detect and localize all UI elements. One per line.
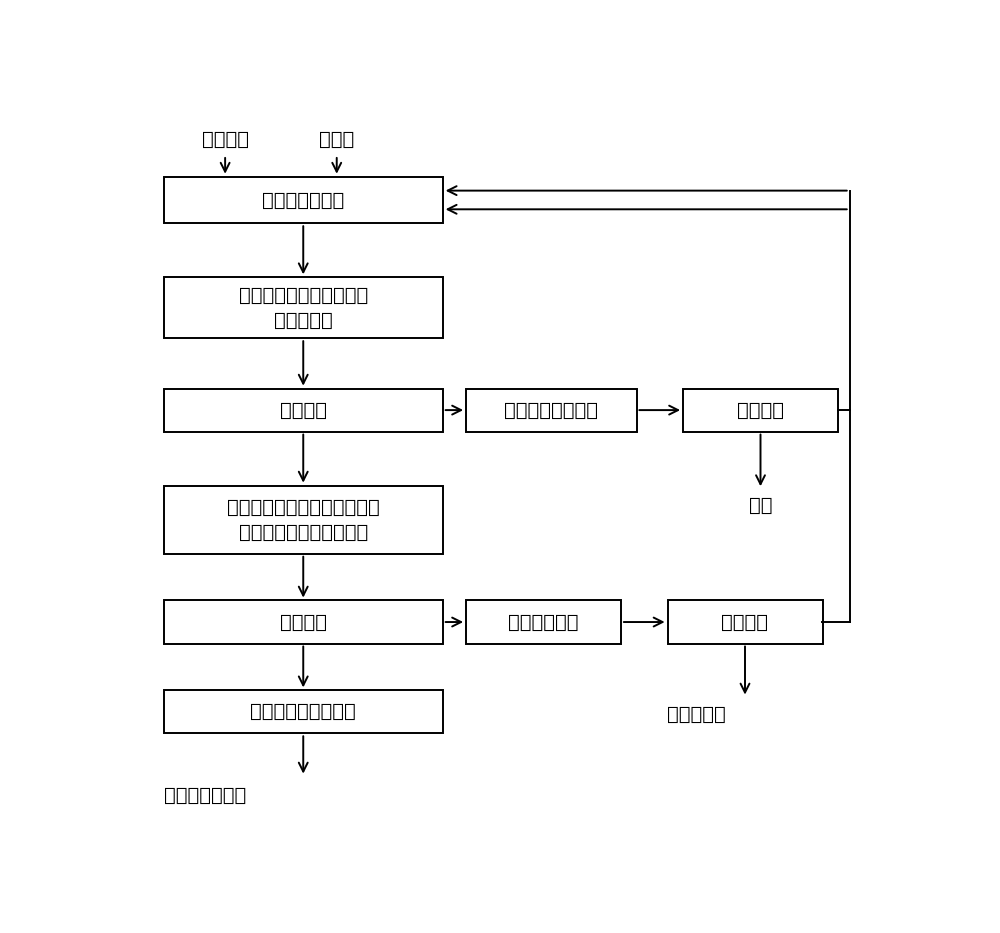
Bar: [164, 176, 443, 223]
Text: 固液分离: 固液分离: [280, 613, 327, 632]
Text: 液体组分沉淀: 液体组分沉淀: [508, 613, 579, 632]
Text: 铬酸酐晶体颗粒: 铬酸酐晶体颗粒: [164, 787, 246, 805]
Bar: [164, 485, 443, 554]
Text: 固液分离: 固液分离: [280, 400, 327, 420]
Text: 调整浓度后，蒸发结晶得
到蒸发组分: 调整浓度后，蒸发结晶得 到蒸发组分: [239, 285, 368, 329]
Bar: [164, 277, 443, 339]
Text: 反应得到反应液: 反应得到反应液: [262, 190, 344, 210]
Text: 固液分离: 固液分离: [737, 400, 784, 420]
Bar: [466, 388, 637, 432]
Text: 钠盐: 钠盐: [749, 496, 772, 515]
Text: 固体组分洗涤、烘干: 固体组分洗涤、烘干: [250, 703, 356, 721]
Bar: [164, 388, 443, 432]
Text: 固液分离: 固液分离: [722, 613, 768, 632]
Bar: [164, 601, 443, 644]
Text: 三价铬沉淀: 三价铬沉淀: [668, 704, 726, 723]
Bar: [164, 690, 443, 733]
Text: 液体组分冷却结晶: 液体组分冷却结晶: [504, 400, 598, 420]
Bar: [668, 601, 822, 644]
Text: 浓硫酸: 浓硫酸: [319, 130, 354, 148]
Bar: [683, 388, 838, 432]
Text: 固体组分调整浓度后，二次蒸
发结晶得到二次蒸发组分: 固体组分调整浓度后，二次蒸 发结晶得到二次蒸发组分: [227, 497, 380, 542]
Text: 重铬酸钠: 重铬酸钠: [202, 130, 249, 148]
Bar: [466, 601, 621, 644]
